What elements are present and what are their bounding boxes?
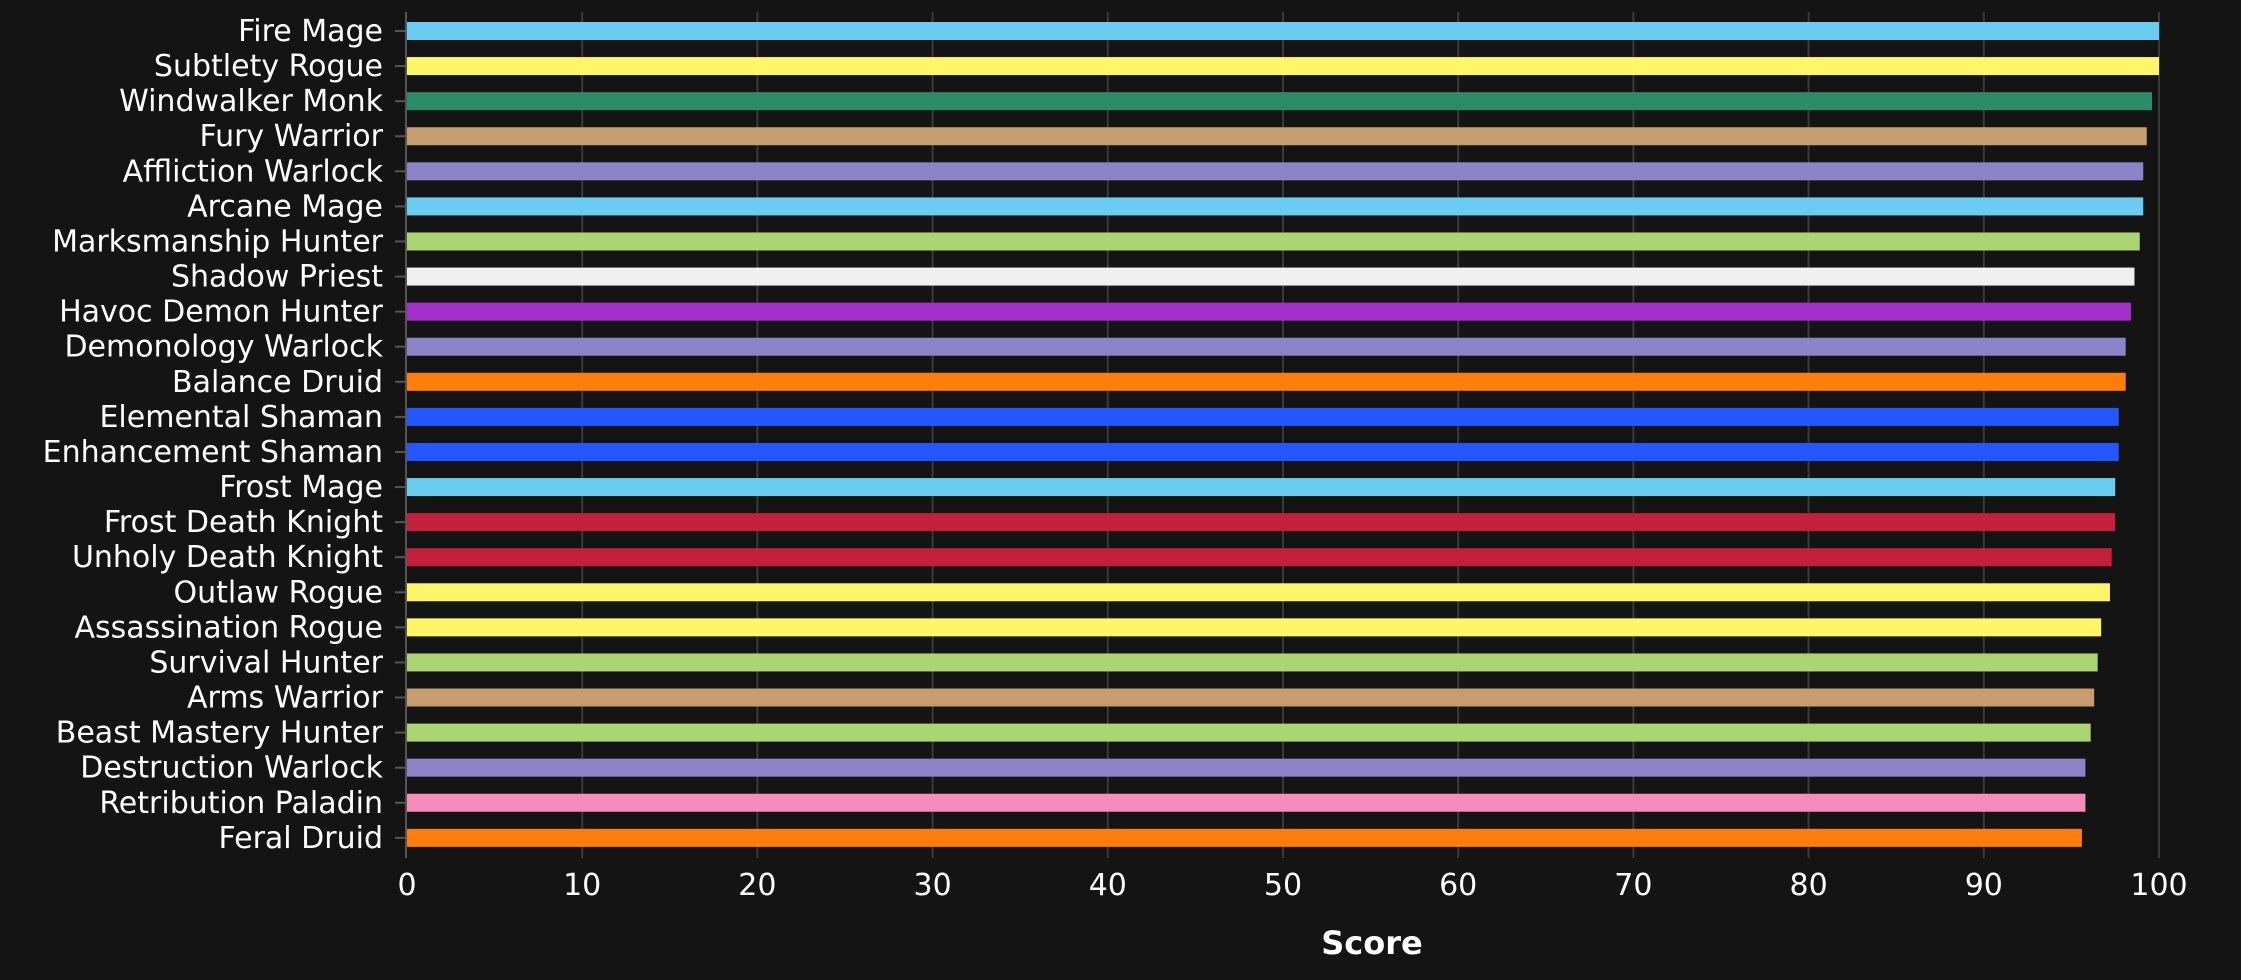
- x-tick-label: 100: [2130, 868, 2187, 903]
- bar: [407, 758, 2086, 777]
- grid-lines: [581, 12, 2160, 858]
- category-label: Frost Death Knight: [104, 505, 383, 540]
- category-label: Feral Druid: [219, 821, 384, 856]
- category-label: Fury Warrior: [199, 119, 383, 154]
- bar: [407, 267, 2135, 286]
- x-tick-label: 40: [1089, 868, 1127, 903]
- bar: [407, 828, 2082, 847]
- category-label: Retribution Paladin: [99, 786, 383, 821]
- category-label: Destruction Warlock: [80, 751, 383, 786]
- category-label: Elemental Shaman: [99, 400, 383, 435]
- category-label: Unholy Death Knight: [72, 540, 383, 575]
- bar: [407, 57, 2159, 76]
- x-tick-labels: 0 10 20 30 40 50 60 70 80 90 100: [397, 868, 2187, 903]
- bar: [407, 583, 2110, 602]
- category-label: Frost Mage: [219, 470, 383, 505]
- x-tick-label: 60: [1439, 868, 1477, 903]
- bar: [407, 407, 2119, 426]
- category-label: Balance Druid: [172, 365, 383, 400]
- category-label: Marksmanship Hunter: [52, 224, 384, 259]
- bar: [407, 513, 2116, 532]
- x-tick-label: 0: [397, 868, 416, 903]
- category-label: Outlaw Rogue: [173, 575, 383, 610]
- x-tick-label: 90: [1965, 868, 2003, 903]
- category-label: Beast Mastery Hunter: [56, 716, 384, 751]
- bar: [407, 723, 2091, 742]
- category-label: Assassination Rogue: [74, 610, 383, 645]
- bar: [407, 232, 2140, 251]
- bar: [407, 197, 2144, 216]
- bar: [407, 337, 2126, 356]
- bar: [407, 688, 2095, 707]
- bar: [407, 302, 2131, 321]
- axes: [395, 12, 407, 858]
- category-label: Enhancement Shaman: [43, 435, 383, 470]
- bar: [407, 372, 2126, 391]
- x-tick-label: 50: [1264, 868, 1302, 903]
- category-label: Demonology Warlock: [64, 330, 383, 365]
- bar: [407, 127, 2147, 146]
- category-label: Havoc Demon Hunter: [59, 295, 384, 330]
- x-tick-label: 80: [1790, 868, 1828, 903]
- x-axis-title: Score: [1321, 924, 1422, 962]
- bar: [407, 442, 2119, 461]
- x-tick-label: 70: [1614, 868, 1652, 903]
- x-tick-label: 10: [563, 868, 601, 903]
- category-label: Subtlety Rogue: [154, 49, 383, 84]
- category-label: Survival Hunter: [149, 645, 383, 680]
- category-label: Affliction Warlock: [123, 154, 384, 189]
- bar: [407, 162, 2144, 181]
- category-label: Fire Mage: [238, 14, 383, 49]
- x-tick-label: 20: [738, 868, 776, 903]
- category-label: Arms Warrior: [187, 681, 384, 716]
- bar: [407, 618, 2102, 637]
- bar: [407, 478, 2116, 497]
- category-label: Shadow Priest: [171, 260, 383, 295]
- bar: [407, 793, 2086, 812]
- x-tick-label: 30: [914, 868, 952, 903]
- category-label: Arcane Mage: [187, 189, 383, 224]
- bars: [407, 22, 2159, 847]
- bar: [407, 548, 2112, 567]
- bar: [407, 22, 2159, 40]
- bar: [407, 653, 2098, 672]
- bar: [407, 92, 2152, 111]
- category-label: Windwalker Monk: [119, 84, 384, 119]
